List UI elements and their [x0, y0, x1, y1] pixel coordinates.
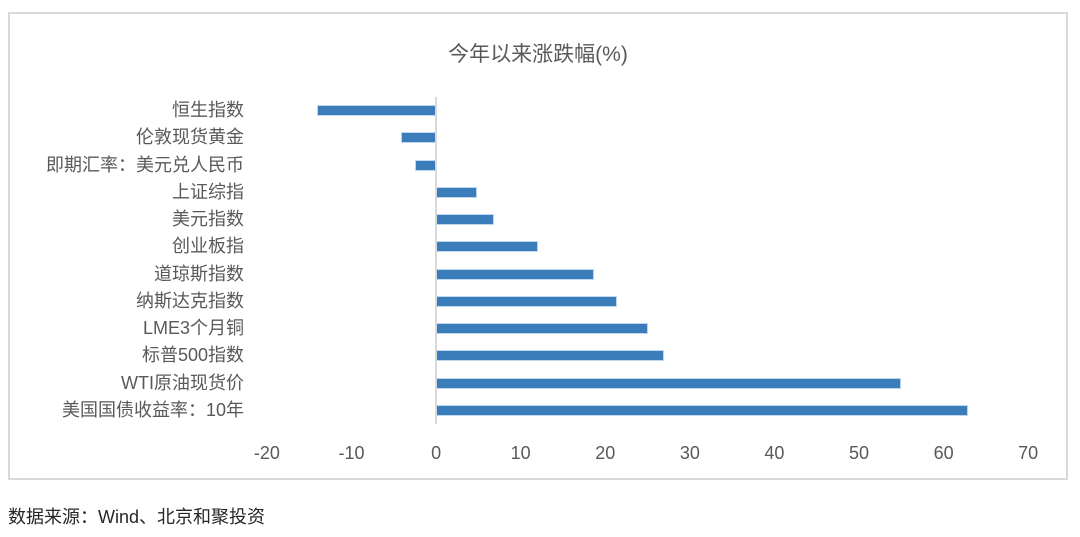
x-axis-tick-label: 10: [510, 443, 531, 463]
bar-7: [436, 268, 595, 280]
x-axis-tick-label: 50: [848, 443, 870, 463]
bar-8: [436, 295, 618, 307]
category-label: 伦敦现货黄金: [136, 127, 244, 148]
bar-10: [436, 350, 664, 362]
category-label: 恒生指数: [172, 100, 244, 120]
x-axis-tick-label: 0: [431, 443, 442, 463]
bar-6: [436, 241, 538, 253]
zero-axis-line: [435, 97, 438, 424]
bar-4: [436, 186, 477, 198]
category-label: 标普500指数: [141, 345, 244, 366]
x-axis-tick-label: 30: [679, 443, 700, 463]
category-label: WTI原油现货价: [121, 372, 244, 393]
plot-area: 恒生指数伦敦现货黄金即期汇率：美元兑人民币上证综指美元指数创业板指道琼斯指数纳斯…: [10, 14, 1066, 478]
category-label: 即期汇率：美元兑人民币: [46, 154, 244, 175]
bar-12: [436, 404, 969, 416]
source-note: 数据来源：Wind、北京和聚投资: [8, 507, 266, 527]
chart-frame: 今年以来涨跌幅(%) 恒生指数伦敦现货黄金即期汇率：美元兑人民币上证综指美元指数…: [8, 12, 1068, 480]
bar-5: [436, 214, 495, 226]
category-label: 道琼斯指数: [154, 263, 244, 284]
x-axis-tick-label: 70: [1018, 443, 1039, 463]
category-label: 美国国债收益率：10年: [61, 399, 244, 420]
x-axis-tick-label: 60: [933, 443, 954, 463]
bar-1: [316, 105, 437, 117]
x-axis-tick-label: -10: [338, 443, 365, 463]
category-label: LME3个月铜: [142, 318, 244, 338]
bar-3: [414, 159, 437, 171]
category-label: 上证综指: [172, 181, 244, 202]
x-axis-tick-label: -20: [253, 443, 280, 463]
bar-2: [400, 132, 437, 144]
chart-title: 今年以来涨跌幅(%): [448, 43, 628, 66]
bar-11: [436, 377, 902, 389]
bar-9: [436, 323, 648, 335]
category-label: 纳斯达克指数: [136, 290, 244, 311]
x-axis-tick-label: 20: [595, 443, 616, 463]
category-label: 美元指数: [172, 209, 244, 229]
category-label: 创业板指: [172, 236, 244, 257]
x-axis-tick-label: 40: [764, 443, 785, 463]
